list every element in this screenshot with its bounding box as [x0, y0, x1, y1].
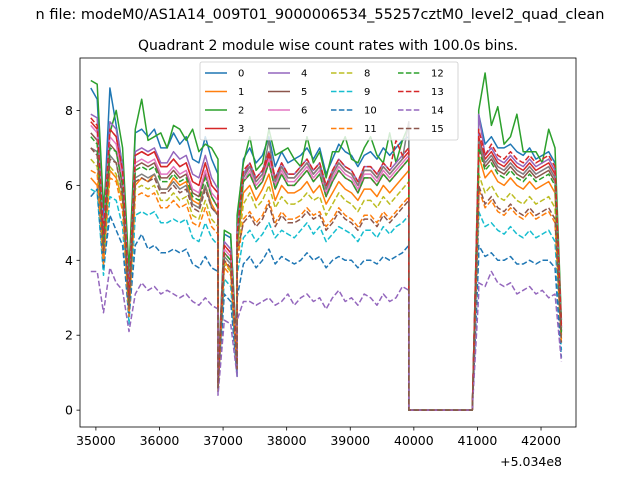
legend-frame	[199, 61, 459, 141]
legend-label-10: 10	[364, 106, 377, 117]
y-tick-label: 2	[65, 328, 73, 343]
y-tick-label: 0	[65, 403, 73, 418]
legend-label-4: 4	[301, 69, 307, 80]
series-line-7	[90, 120, 563, 411]
x-offset-label: +5.034e8	[500, 454, 562, 469]
x-tick-label: 41000	[458, 433, 498, 448]
x-tick-label: 37000	[203, 433, 243, 448]
legend-label-2: 2	[238, 106, 244, 117]
series-line-10	[90, 188, 563, 411]
legend-label-0: 0	[238, 69, 244, 80]
x-tick-label: 39000	[330, 433, 370, 448]
legend-label-1: 1	[238, 87, 244, 98]
series-line-13	[90, 117, 563, 411]
legend-label-7: 7	[301, 124, 307, 135]
series-line-2	[90, 72, 563, 411]
legend-label-6: 6	[301, 106, 307, 117]
series-line-11	[90, 169, 563, 411]
y-tick-label: 4	[65, 253, 73, 268]
x-tick-label: 35000	[76, 433, 116, 448]
series-line-12	[90, 136, 563, 411]
series-line-4	[90, 113, 563, 411]
y-tick-label: 6	[65, 178, 73, 193]
legend-label-5: 5	[301, 87, 307, 98]
axis-layer: 35000 36000 37000 38000 39000 40000 41000 42000…	[65, 103, 561, 448]
legend-label-9: 9	[364, 87, 370, 98]
plot-frame	[79, 57, 577, 428]
x-tick-label: 42000	[521, 433, 561, 448]
series-line-3	[90, 121, 563, 411]
legend-label-12: 12	[431, 69, 444, 80]
y-tick-label: 8	[65, 103, 73, 118]
chart-title: Quadrant 2 module wise count rates with …	[138, 38, 518, 54]
series-layer	[90, 72, 563, 411]
legend-label-13: 13	[431, 87, 444, 98]
x-tick-label: 36000	[140, 433, 180, 448]
legend-label-11: 11	[364, 124, 377, 135]
legend-label-3: 3	[238, 124, 244, 135]
series-line-14	[90, 267, 563, 411]
legend-label-15: 15	[431, 124, 444, 135]
series-line-9	[90, 188, 563, 411]
figure-suptitle: n file: modeM0/AS1A14_009T01_9000006534_…	[36, 7, 605, 23]
legend-label-8: 8	[364, 69, 370, 80]
legend-label-14: 14	[431, 106, 444, 117]
x-tick-label: 40000	[394, 433, 434, 448]
series-line-15	[90, 147, 563, 411]
x-tick-label: 38000	[267, 433, 307, 448]
